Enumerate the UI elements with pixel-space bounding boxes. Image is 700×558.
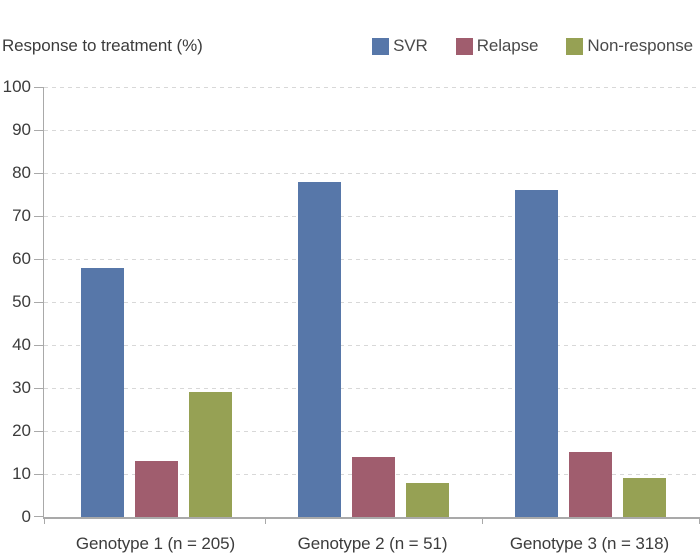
y-tick-mark [34, 345, 43, 346]
y-tick-label: 40 [12, 335, 31, 354]
gridline-20 [44, 431, 700, 432]
y-tick-label: 90 [12, 120, 31, 139]
y-tick-label: 70 [12, 206, 31, 225]
bar-groups [48, 87, 699, 517]
legend-label: Non-response [587, 36, 693, 55]
bar-non-response-genotype-3 [623, 478, 666, 517]
y-tick-label: 20 [12, 421, 31, 440]
gridline-100 [44, 87, 700, 88]
y-tick-mark [34, 431, 43, 432]
legend-swatch-relapse [455, 37, 473, 55]
y-tick-mark [34, 302, 43, 303]
y-tick-label: 60 [12, 249, 31, 268]
bar-relapse-genotype-3 [569, 452, 612, 517]
y-tick-mark [34, 516, 43, 517]
gridline-90 [44, 130, 700, 131]
y-tick-mark [34, 216, 43, 217]
gridline-50 [44, 302, 700, 303]
x-category-label: Genotype 3 (n = 318) [509, 534, 670, 553]
bar-relapse-genotype-2 [352, 457, 395, 517]
bar-relapse-genotype-1 [135, 461, 178, 517]
legend-item-non-response: Non-response [566, 36, 693, 56]
legend-label: Relapse [476, 36, 539, 55]
plot-area [34, 87, 700, 524]
y-tick-label: 50 [12, 292, 31, 311]
x-boundary-tick [482, 517, 483, 524]
legend-label: SVR [393, 36, 428, 55]
legend-swatch-svr [372, 37, 390, 55]
y-tick-mark [34, 130, 43, 131]
x-category-label: Genotype 2 (n = 51) [297, 534, 448, 553]
bar-group-genotype-1 [48, 87, 265, 517]
y-tick-label: 80 [12, 163, 31, 182]
gridline-80 [44, 173, 700, 174]
bar-svr-genotype-3 [515, 190, 558, 517]
legend-item-relapse: Relapse [455, 36, 539, 56]
y-tick-mark [34, 259, 43, 260]
chart-title: Response to treatment (%) [2, 36, 203, 55]
y-tick-label: 10 [12, 464, 31, 483]
x-category-label: Genotype 1 (n = 205) [75, 534, 236, 553]
x-boundary-tick [265, 517, 266, 524]
bar-svr-genotype-1 [81, 268, 124, 517]
y-tick-label: 30 [12, 378, 31, 397]
y-tick-mark [34, 474, 43, 475]
legend-swatch-non-response [566, 37, 584, 55]
bar-non-response-genotype-2 [406, 483, 449, 517]
bar-svr-genotype-2 [298, 182, 341, 517]
gridline-30 [44, 388, 700, 389]
legend: SVR Relapse Non-response [372, 36, 693, 56]
bar-group-genotype-3 [482, 87, 699, 517]
y-tick-label: 0 [21, 507, 31, 526]
bar-group-genotype-2 [265, 87, 482, 517]
bar-non-response-genotype-1 [189, 392, 232, 517]
legend-item-svr: SVR [372, 36, 428, 56]
x-axis-line [43, 517, 700, 519]
y-tick-label: 100 [2, 77, 31, 96]
y-tick-mark [34, 87, 43, 88]
gridline-70 [44, 216, 700, 217]
gridline-60 [44, 259, 700, 260]
gridline-40 [44, 345, 700, 346]
y-tick-mark [34, 173, 43, 174]
x-boundary-tick [44, 517, 45, 524]
y-tick-mark [34, 388, 43, 389]
